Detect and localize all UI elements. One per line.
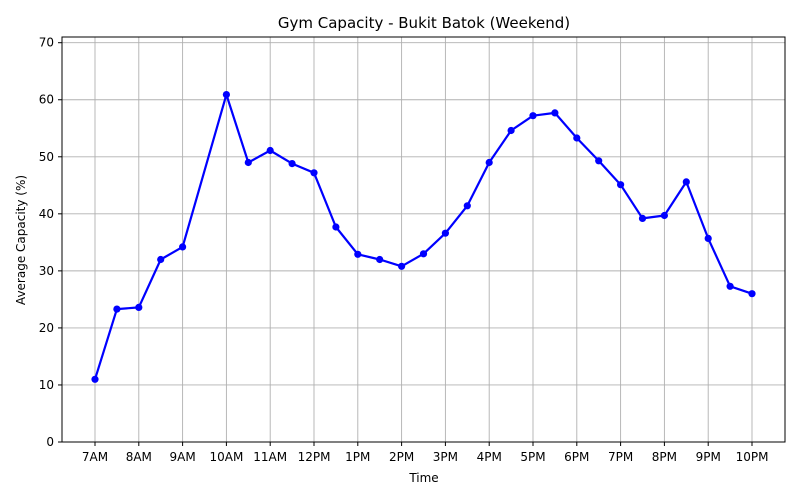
data-point <box>310 169 318 177</box>
y-tick-label: 60 <box>39 93 54 107</box>
x-tick-label: 4PM <box>477 450 502 464</box>
data-point <box>91 375 99 383</box>
x-tick-label: 10PM <box>736 450 769 464</box>
data-point <box>463 202 471 210</box>
x-tick-label: 8PM <box>652 450 677 464</box>
x-tick-label: 1PM <box>345 450 370 464</box>
data-point <box>529 112 537 120</box>
data-point <box>617 181 625 189</box>
data-point <box>113 305 121 313</box>
data-point <box>179 243 187 251</box>
data-point <box>573 134 581 142</box>
data-point <box>595 157 603 165</box>
chart-title: Gym Capacity - Bukit Batok (Weekend) <box>278 14 570 32</box>
y-tick-label: 0 <box>46 435 54 449</box>
data-point <box>551 109 559 117</box>
x-tick-label: 2PM <box>389 450 414 464</box>
data-point <box>332 223 340 231</box>
data-point <box>726 282 734 290</box>
y-tick-label: 40 <box>39 207 54 221</box>
data-point <box>354 250 362 258</box>
data-point <box>682 178 690 186</box>
x-tick-label: 3PM <box>433 450 458 464</box>
data-point <box>507 126 515 135</box>
y-tick-label: 30 <box>39 264 54 278</box>
data-point <box>266 146 274 155</box>
x-tick-label: 9PM <box>696 450 721 464</box>
data-point <box>288 160 296 168</box>
x-tick-label: 12PM <box>298 450 331 464</box>
x-tick-label: 7PM <box>608 450 633 464</box>
data-point <box>441 229 449 237</box>
y-tick-label: 20 <box>39 321 54 335</box>
series-line <box>93 93 753 380</box>
x-tick-label: 8AM <box>126 450 152 464</box>
y-axis-label: Average Capacity (%) <box>14 175 28 305</box>
data-point <box>638 214 647 222</box>
data-point <box>485 158 493 167</box>
x-tick-label: 9AM <box>169 450 195 464</box>
data-point <box>748 290 756 298</box>
data-point <box>157 255 165 264</box>
x-tick-label: 10AM <box>209 450 243 464</box>
grid-layer <box>62 37 785 443</box>
x-axis-label: Time <box>408 471 438 485</box>
data-point <box>660 211 669 220</box>
data-point <box>135 303 143 311</box>
y-tick-label: 10 <box>39 378 54 392</box>
y-tick-label: 50 <box>39 150 54 164</box>
data-point <box>419 250 428 258</box>
x-tick-label: 5PM <box>520 450 545 464</box>
data-point <box>244 158 252 167</box>
tick-layer: 7AM 8AM 9AM 10AM 11AM 12PM 1PM 2PM 3PM 4PM 5PM 6PM 7… <box>39 36 769 464</box>
data-point <box>398 262 406 270</box>
x-tick-label: 7AM <box>82 450 108 464</box>
y-tick-label: 70 <box>39 36 54 50</box>
data-point <box>376 255 384 264</box>
data-point <box>222 91 230 99</box>
x-tick-label: 11AM <box>253 450 287 464</box>
x-tick-label: 6PM <box>564 450 589 464</box>
series-layer <box>91 91 756 383</box>
data-point <box>704 234 712 242</box>
plot-frame <box>61 36 786 443</box>
